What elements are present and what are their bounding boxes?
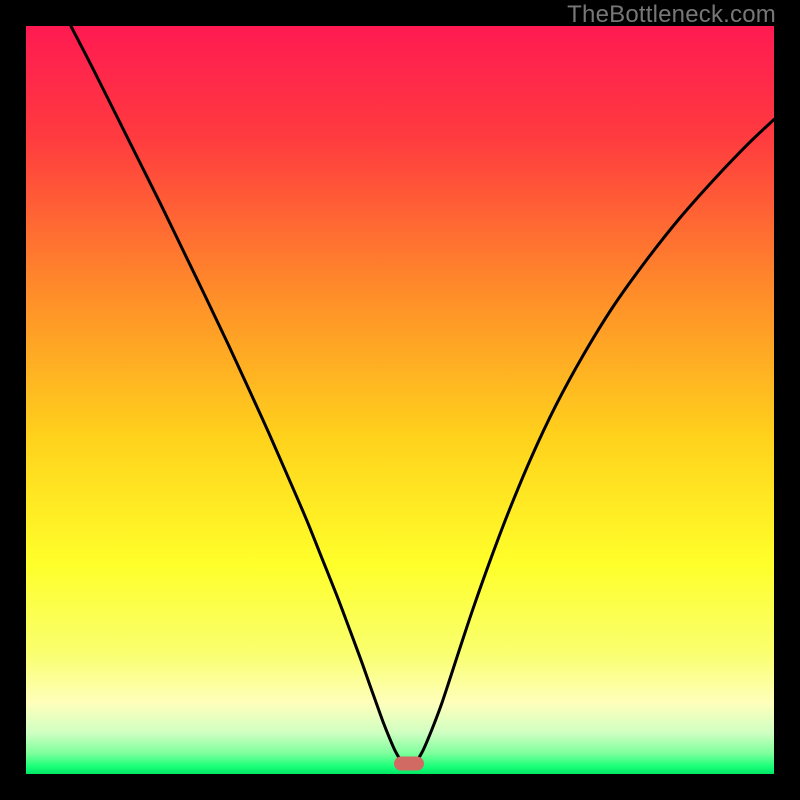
plot-svg [0, 0, 800, 800]
optimal-marker [394, 757, 424, 771]
chart-frame: TheBottleneck.com [0, 0, 800, 800]
gradient-background [26, 26, 774, 774]
watermark-text: TheBottleneck.com [567, 1, 776, 29]
